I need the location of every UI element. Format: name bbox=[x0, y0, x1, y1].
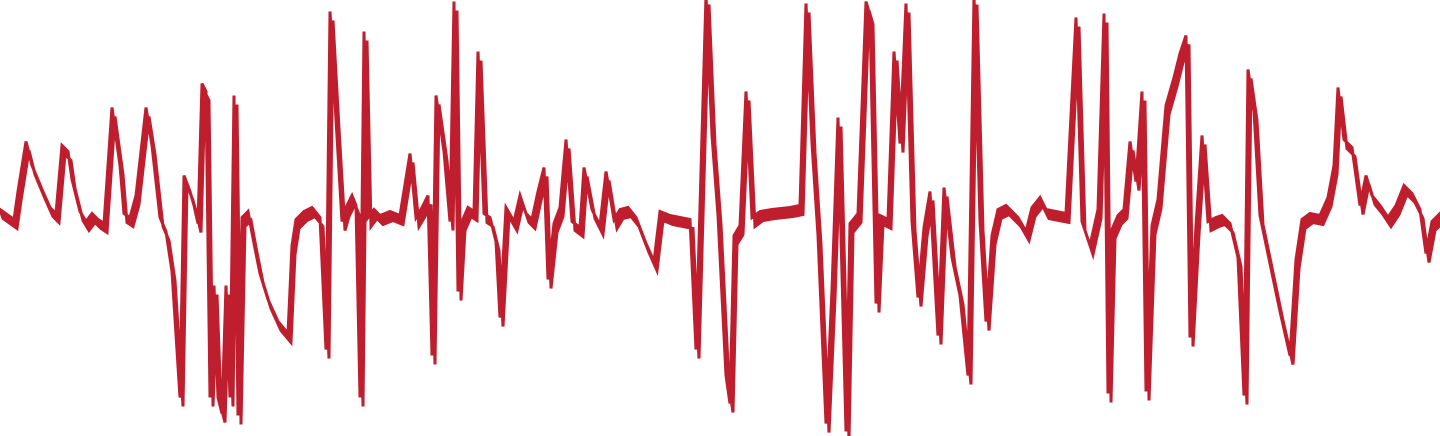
waveform-graphic bbox=[0, 0, 1440, 436]
waveform-svg bbox=[0, 0, 1440, 436]
waveform-shape bbox=[0, 0, 1440, 436]
